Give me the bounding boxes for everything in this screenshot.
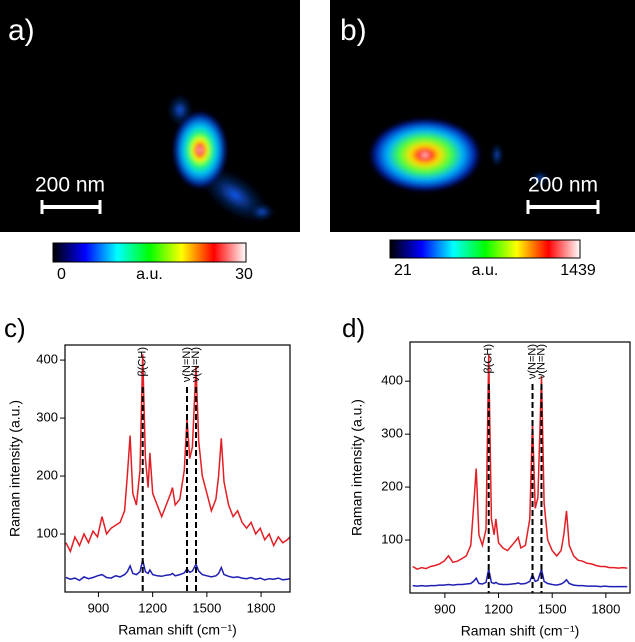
plot-frame <box>409 341 631 594</box>
x-tick-label: 900 <box>434 601 456 616</box>
map-a <box>0 0 300 232</box>
x-tick-label: 1500 <box>538 601 567 616</box>
y-axis-label: Raman intensity (a.u.) <box>349 399 365 536</box>
panel-label: b) <box>340 14 367 47</box>
colorbar-min: 0 <box>57 266 66 283</box>
colorbar-max: 30 <box>235 266 253 283</box>
y-tick-label: 200 <box>381 479 403 494</box>
x-tick-label: 900 <box>88 600 110 615</box>
x-tick-label: 1500 <box>192 600 221 615</box>
y-tick-label: 300 <box>36 409 58 424</box>
x-tick-label: 1200 <box>138 600 167 615</box>
map-b <box>330 0 635 232</box>
colorbar <box>389 239 581 259</box>
annotation-label: ν(N=N) <box>526 344 538 379</box>
spectrum-line <box>412 354 628 571</box>
colorbar-unit: a.u. <box>472 262 499 279</box>
y-tick-label: 100 <box>36 525 58 540</box>
annotation-label: ν(N=N) <box>535 344 547 379</box>
annotation-label: β(CH) <box>483 344 495 374</box>
x-tick-label: 1800 <box>247 600 276 615</box>
plot-frame <box>64 344 291 593</box>
colorbar-unit: a.u. <box>136 266 163 283</box>
spectrum-line <box>65 354 290 554</box>
scale-bar-label: 200 nm <box>35 174 105 197</box>
panel-label: a) <box>8 14 35 47</box>
x-axis-label: Raman shift (cm⁻¹) <box>118 622 237 638</box>
colorbar <box>52 242 247 263</box>
y-tick-label: 100 <box>381 531 403 546</box>
panel-label: c) <box>4 313 26 343</box>
panel-label: d) <box>342 313 365 343</box>
annotation-label: β(CH) <box>137 347 149 377</box>
colorbar-min: 21 <box>394 262 412 279</box>
spectrum-line <box>412 566 628 588</box>
annotation-label: ν(N=N) <box>181 347 193 382</box>
scale-bar-label: 200 nm <box>528 174 598 197</box>
y-tick-label: 400 <box>36 352 58 367</box>
x-tick-label: 1800 <box>591 601 620 616</box>
y-tick-label: 200 <box>36 467 58 482</box>
y-axis-label: Raman intensity (a.u.) <box>7 400 23 537</box>
y-tick-label: 300 <box>381 426 403 441</box>
x-tick-label: 1200 <box>484 601 513 616</box>
spectrum-line <box>65 559 290 582</box>
x-axis-label: Raman shift (cm⁻¹) <box>461 623 580 639</box>
y-tick-label: 400 <box>381 373 403 388</box>
annotation-label: ν(N=N) <box>190 347 202 382</box>
colorbar-max: 1439 <box>560 262 596 279</box>
